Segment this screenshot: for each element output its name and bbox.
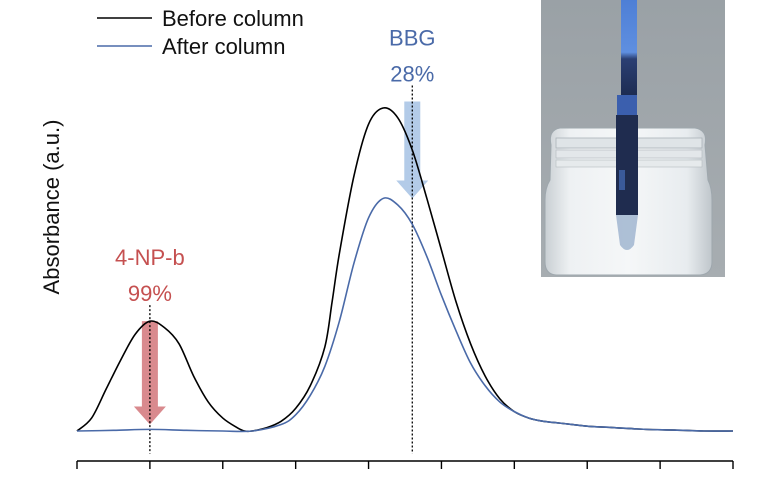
- legend-label-after: After column: [162, 34, 286, 59]
- series-line-after-column: [76, 197, 734, 433]
- marker-1: BBG 28%: [389, 26, 436, 454]
- legend: Before column After column: [97, 6, 304, 59]
- column-tube-icon: [621, 0, 637, 95]
- marker-0: 4-NP-b 99%: [115, 245, 185, 454]
- inset-photo: [541, 0, 725, 277]
- marker-percent: 99%: [128, 281, 172, 306]
- x-axis: [76, 460, 734, 469]
- marker-label: 4-NP-b: [115, 245, 185, 270]
- marker-percent: 28%: [390, 62, 434, 87]
- legend-label-before: Before column: [162, 6, 304, 31]
- y-axis-label: Absorbance (a.u.): [39, 120, 64, 295]
- down-arrow-icon: [133, 321, 166, 425]
- marker-label: BBG: [389, 26, 435, 51]
